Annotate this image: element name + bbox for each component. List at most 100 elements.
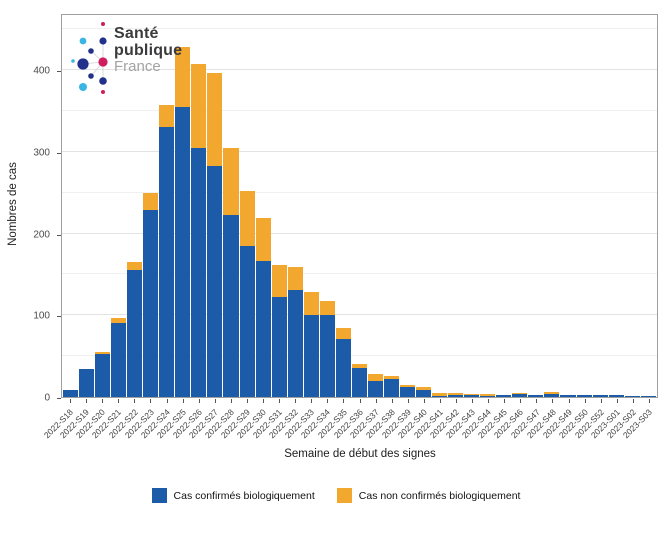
bar-2023-S03 [640, 396, 656, 397]
plot-panel [61, 14, 658, 398]
legend-label-unconfirmed: Cas non confirmés biologiquement [358, 489, 521, 502]
logo-word-publique: publique [114, 41, 183, 59]
bar-segment-confirmed [640, 396, 656, 397]
bar-segment-unconfirmed [464, 393, 480, 395]
legend-swatch-confirmed [151, 488, 167, 503]
bar-segment-unconfirmed [223, 147, 239, 215]
bar-2022-S48 [544, 392, 560, 397]
bar-segment-confirmed [319, 315, 335, 397]
bar-segment-unconfirmed [319, 300, 335, 316]
x-tick-mark [584, 399, 586, 403]
bar-2022-S20 [95, 352, 111, 397]
bar-segment-confirmed [496, 395, 512, 397]
bar-2022-S50 [576, 395, 592, 397]
x-tick-mark [166, 399, 168, 403]
bar-segment-confirmed [271, 296, 287, 397]
gridline [62, 273, 657, 275]
bar-segment-unconfirmed [143, 192, 159, 210]
bar-segment-confirmed [223, 214, 239, 397]
x-tick-mark [391, 399, 393, 403]
bar-2022-S44 [480, 393, 496, 397]
y-tick-label: 200 [33, 229, 50, 241]
bar-segment-confirmed [63, 390, 79, 397]
bar-2022-S26 [191, 63, 207, 397]
bar-2022-S22 [127, 262, 143, 397]
x-tick-mark [648, 399, 650, 403]
y-axis-title: Nombres de cas [7, 162, 19, 246]
sante-publique-france-logo: Santé publique France [66, 18, 216, 94]
x-tick-mark [343, 399, 345, 403]
bar-2022-S45 [496, 395, 512, 397]
bar-2022-S23 [143, 192, 159, 397]
x-tick-mark [632, 399, 634, 403]
bar-segment-confirmed [544, 393, 560, 397]
bar-2022-S37 [367, 374, 383, 397]
y-tick-label: 0 [44, 392, 50, 404]
x-tick-mark [70, 399, 72, 403]
bar-segment-confirmed [287, 289, 303, 397]
x-tick-mark [230, 399, 232, 403]
bar-2022-S27 [207, 72, 223, 397]
legend: Cas confirmés biologiquement Cas non con… [0, 488, 672, 503]
bar-2022-S38 [383, 375, 399, 397]
bar-segment-confirmed [528, 395, 544, 397]
x-tick-mark [295, 399, 297, 403]
bar-2022-S40 [416, 387, 432, 397]
bar-segment-confirmed [111, 322, 127, 397]
x-tick-mark [118, 399, 120, 403]
bar-segment-unconfirmed [399, 384, 416, 388]
bar-segment-unconfirmed [159, 105, 175, 128]
x-tick-mark [536, 399, 538, 403]
bar-segment-confirmed [464, 394, 480, 397]
x-tick-mark [455, 399, 457, 403]
bar-2022-S25 [175, 47, 191, 397]
x-tick-mark [246, 399, 248, 403]
bar-2022-S31 [271, 264, 287, 397]
bar-segment-confirmed [592, 395, 608, 397]
bar-segment-confirmed [608, 395, 624, 397]
bar-segment-confirmed [191, 147, 207, 397]
x-tick-mark [102, 399, 104, 403]
bar-segment-unconfirmed [367, 374, 383, 381]
x-tick-mark [134, 399, 136, 403]
bar-2022-S42 [448, 392, 464, 397]
stacked-bars [62, 15, 657, 397]
x-tick-mark [520, 399, 522, 403]
x-tick-mark [423, 399, 425, 403]
bar-segment-unconfirmed [175, 47, 191, 107]
bar-segment-unconfirmed [448, 392, 464, 396]
y-tick-mark [57, 316, 61, 318]
y-tick-mark [57, 71, 61, 73]
bar-2022-S39 [399, 384, 416, 397]
bar-segment-confirmed [416, 390, 432, 397]
x-tick-mark [359, 399, 361, 403]
bar-segment-confirmed [624, 396, 640, 397]
bar-segment-unconfirmed [383, 375, 399, 380]
logo-dots-icon [71, 22, 108, 94]
bar-segment-confirmed [560, 395, 576, 397]
bar-segment-confirmed [79, 369, 95, 397]
logo-text: Santé publique France [114, 25, 183, 75]
bar-2022-S36 [351, 363, 367, 397]
bar-segment-confirmed [143, 209, 159, 397]
x-tick-mark [439, 399, 441, 403]
bar-segment-unconfirmed [544, 392, 560, 394]
gridline [62, 69, 657, 71]
bar-segment-unconfirmed [95, 352, 111, 354]
bar-2022-S52 [592, 395, 608, 397]
gridline [62, 110, 657, 112]
bar-2022-S34 [319, 300, 335, 397]
bar-segment-confirmed [335, 339, 351, 397]
bar-segment-unconfirmed [127, 262, 143, 270]
bar-2022-S35 [335, 328, 351, 397]
bar-segment-confirmed [448, 395, 464, 397]
bar-segment-unconfirmed [111, 317, 127, 323]
bar-segment-confirmed [303, 315, 319, 397]
bar-segment-confirmed [351, 368, 367, 397]
bar-segment-confirmed [399, 387, 416, 397]
x-tick-mark [311, 399, 313, 403]
y-tick-label: 400 [33, 65, 50, 77]
bar-2022-S43 [464, 393, 480, 397]
bar-segment-unconfirmed [303, 291, 319, 316]
bar-segment-confirmed [576, 395, 592, 397]
